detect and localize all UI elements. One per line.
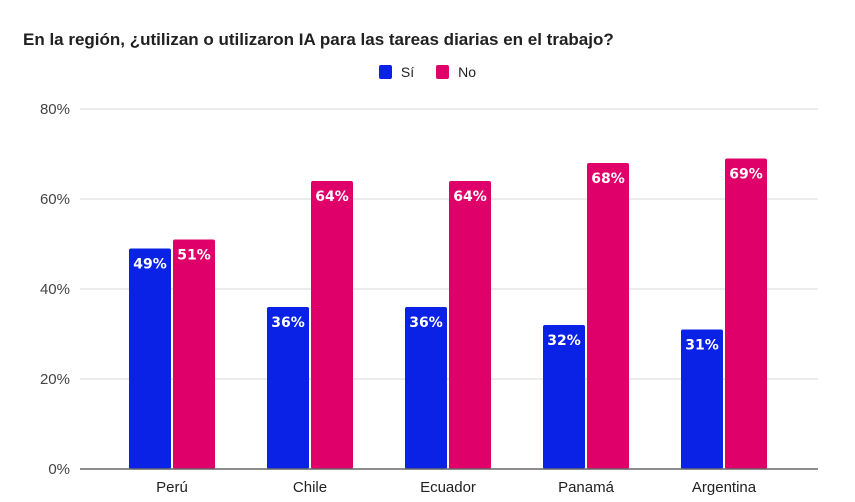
bar-no: [587, 163, 629, 469]
data-label: 68%: [591, 171, 625, 187]
legend-label-no: No: [458, 64, 477, 80]
x-tick-label: Panamá: [558, 479, 615, 496]
data-label: 36%: [409, 315, 443, 331]
data-label: 36%: [271, 315, 305, 331]
y-tick-label: 80%: [40, 101, 70, 118]
data-label: 49%: [133, 257, 167, 273]
data-label: 32%: [547, 333, 581, 349]
bar-si: [267, 307, 309, 469]
data-label: 69%: [729, 167, 763, 183]
legend: Sí No: [0, 64, 855, 80]
x-tick-label: Chile: [293, 479, 327, 496]
legend-label-si: Sí: [400, 64, 415, 80]
bar-si: [681, 329, 723, 469]
bar-no: [311, 181, 353, 469]
bar-no: [725, 158, 767, 469]
legend-item-si[interactable]: Sí: [378, 64, 415, 80]
bar-si: [543, 325, 585, 469]
data-label: 64%: [315, 189, 349, 205]
x-tick-label: Argentina: [692, 479, 757, 496]
data-label: 51%: [177, 248, 211, 264]
bar-no: [449, 181, 491, 469]
bar-si: [405, 307, 447, 469]
y-tick-label: 40%: [40, 281, 70, 298]
y-tick-label: 60%: [40, 191, 70, 208]
data-label: 31%: [685, 338, 719, 354]
data-label: 64%: [453, 189, 487, 205]
legend-item-no[interactable]: No: [436, 64, 476, 80]
y-tick-label: 20%: [40, 371, 70, 388]
bar-no: [173, 239, 215, 469]
y-tick-label: 0%: [48, 461, 70, 478]
bar-si: [129, 248, 171, 469]
x-tick-label: Perú: [156, 479, 188, 496]
chart-title: En la región, ¿utilizan o utilizaron IA …: [23, 30, 614, 49]
x-tick-label: Ecuador: [420, 479, 476, 496]
legend-swatch-si: [378, 65, 392, 79]
legend-swatch-no: [436, 65, 450, 79]
